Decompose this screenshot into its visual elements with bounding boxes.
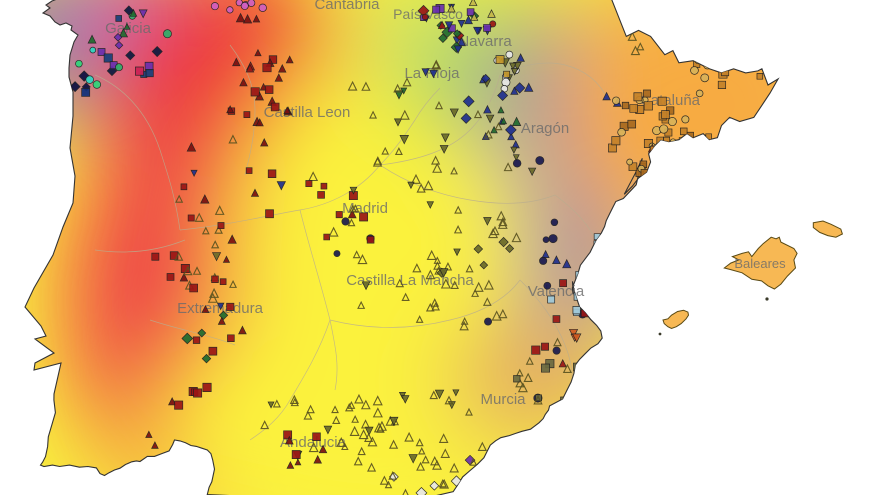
svg-text:Baleares: Baleares <box>734 256 786 271</box>
svg-text:Navarra: Navarra <box>458 33 512 50</box>
svg-text:Cantabria: Cantabria <box>314 0 380 13</box>
svg-text:Murcia: Murcia <box>480 391 526 408</box>
svg-text:Aragón: Aragón <box>521 120 569 137</box>
